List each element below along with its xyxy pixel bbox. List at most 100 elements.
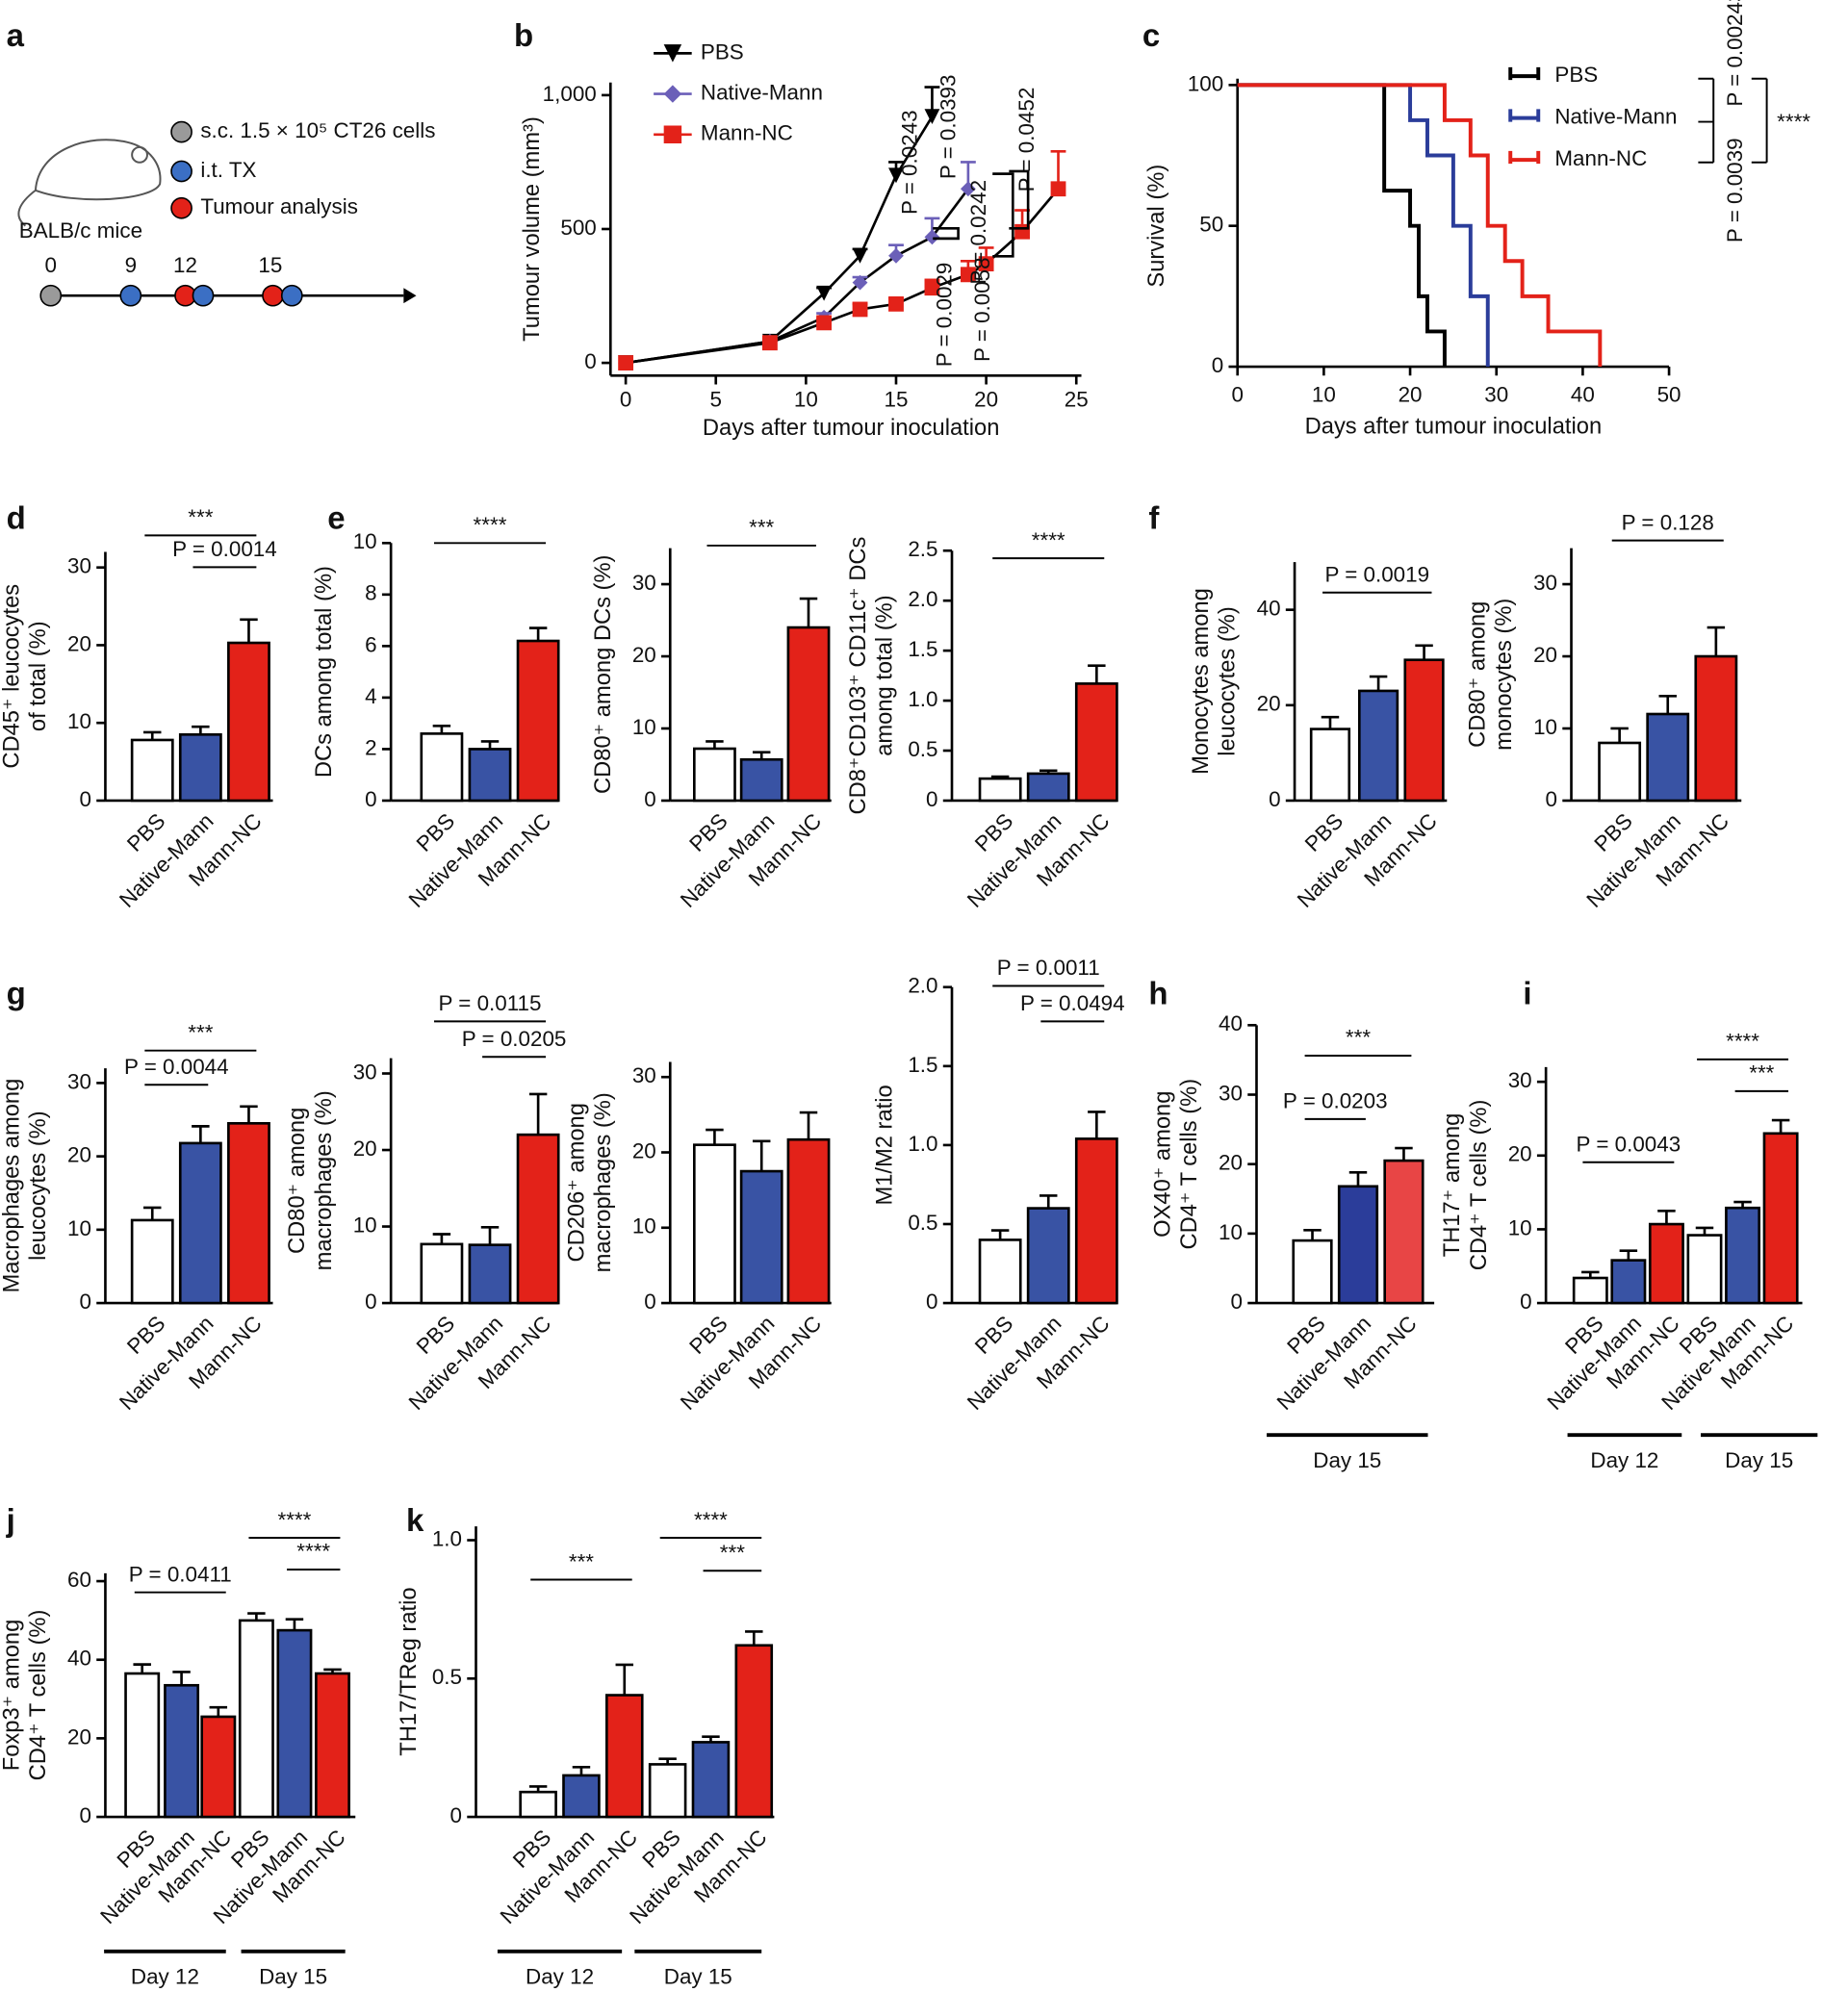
p-value: P = 0.0242: [966, 180, 990, 285]
y-tick-label: 500: [560, 216, 596, 240]
y-tick-label: 0.5: [908, 737, 937, 761]
significance-bracket: [992, 172, 1014, 258]
y-tick-label: 10: [67, 1216, 91, 1240]
y-tick-label: 1.0: [908, 687, 937, 711]
significance-label: P = 0.128: [1622, 510, 1714, 534]
y-tick-label: 60: [67, 1568, 91, 1592]
significance-label: ***: [1749, 1061, 1774, 1085]
bar: [468, 1243, 512, 1305]
y-axis-label: macrophages (%): [312, 1090, 337, 1270]
data-point: [761, 335, 778, 351]
timeline-label: 15: [258, 253, 282, 277]
y-axis-label: CD8⁺CD103⁺ CD11c⁺ DCs: [846, 537, 871, 815]
bar: [227, 641, 270, 803]
significance-bracket: [933, 227, 960, 241]
y-tick-label: 20: [1219, 1151, 1243, 1175]
significance-label: ***: [749, 516, 774, 540]
panel-letter: f: [1148, 499, 1160, 535]
y-axis-label: leucocytes (%): [26, 1111, 51, 1261]
legend-label: Tumour analysis: [200, 194, 358, 218]
bar: [1762, 1132, 1799, 1305]
y-tick-label: 100: [1188, 71, 1223, 95]
bar: [739, 1169, 783, 1305]
panel-letter: j: [6, 1502, 15, 1538]
bar: [1309, 728, 1351, 803]
bar: [693, 747, 736, 803]
significance-label: ****: [1032, 528, 1065, 552]
data-point: [888, 295, 904, 312]
panel-letter: h: [1148, 976, 1168, 1011]
x-tick-label: 10: [794, 388, 818, 412]
x-tick-label: 0: [620, 388, 631, 412]
y-tick-label: 50: [1199, 213, 1223, 237]
p-value: P = 0.0243: [898, 110, 922, 215]
bar: [1074, 1137, 1118, 1305]
group-label: Day 15: [259, 1964, 327, 1988]
significance-label: ***: [188, 505, 213, 529]
y-tick-label: 0: [644, 787, 655, 811]
x-tick-label: 0: [1231, 382, 1243, 406]
bar: [1686, 1234, 1723, 1305]
significance-label: P = 0.0115: [439, 991, 542, 1015]
p-value: P = 0.0058: [970, 257, 994, 362]
x-tick-label: 10: [1312, 382, 1336, 406]
y-tick-label: 10: [353, 1213, 377, 1237]
data-point: [618, 355, 634, 370]
significance-label: ***: [188, 1020, 213, 1044]
y-tick-label: 20: [67, 631, 91, 655]
data-point: [960, 267, 976, 283]
bar: [238, 1619, 274, 1819]
legend-label: PBS: [1554, 63, 1598, 87]
bar: [227, 1122, 270, 1305]
bar: [1337, 1185, 1379, 1305]
y-tick-label: 30: [632, 1063, 656, 1087]
y-tick-label: 1.0: [908, 1132, 937, 1156]
x-tick-label: 50: [1657, 382, 1681, 406]
y-tick-label: 30: [1508, 1068, 1532, 1092]
y-tick-label: 8: [365, 581, 376, 605]
data-point: [924, 280, 940, 296]
data-point: [852, 247, 868, 264]
y-tick-label: 30: [67, 1069, 91, 1093]
subject-label: BALB/c mice: [19, 218, 142, 243]
legend-label: Native-Mann: [701, 80, 823, 104]
y-tick-label: 10: [632, 715, 656, 739]
y-axis-label: Monocytes among: [1189, 588, 1214, 775]
data-point: [852, 301, 868, 318]
group-label: Day 15: [1313, 1448, 1381, 1472]
y-axis-label: Macrophages among: [0, 1079, 24, 1293]
y-tick-label: 0: [79, 1803, 90, 1827]
bar: [420, 732, 464, 803]
y-tick-label: 40: [1257, 597, 1281, 621]
legend-marker: [1508, 109, 1541, 122]
y-tick-label: 10: [632, 1214, 656, 1239]
legend-label: Mann-NC: [701, 121, 793, 145]
y-tick-label: 6: [365, 632, 376, 656]
significance-label: ****: [1726, 1030, 1759, 1054]
bar: [124, 1672, 161, 1819]
data-point: [1050, 181, 1066, 197]
survival-curve: [1237, 83, 1603, 368]
y-tick-label: 10: [353, 529, 377, 553]
significance: ****: [1777, 110, 1810, 134]
y-axis-label: CD80⁺ among DCs (%): [591, 555, 616, 794]
y-tick-label: 0: [365, 787, 376, 811]
x-tick-label: 5: [710, 388, 722, 412]
significance-label: P = 0.0494: [1020, 991, 1125, 1015]
y-tick-label: 0: [79, 787, 90, 811]
y-tick-label: 40: [1219, 1011, 1243, 1035]
p-value: P = 0.00243: [1723, 0, 1747, 107]
bar: [978, 1239, 1022, 1305]
y-tick-label: 0: [79, 1290, 90, 1314]
y-tick-label: 0.5: [432, 1665, 462, 1689]
bar: [420, 1242, 464, 1305]
x-tick-label: 20: [974, 388, 998, 412]
bar: [739, 757, 783, 803]
legend-label: PBS: [701, 39, 744, 64]
y-tick-label: 0: [1269, 787, 1280, 811]
legend-marker: [663, 44, 682, 63]
timeline: [40, 288, 417, 304]
significance-label: ***: [720, 1541, 745, 1565]
bar: [786, 1137, 831, 1305]
bar: [178, 1141, 222, 1305]
